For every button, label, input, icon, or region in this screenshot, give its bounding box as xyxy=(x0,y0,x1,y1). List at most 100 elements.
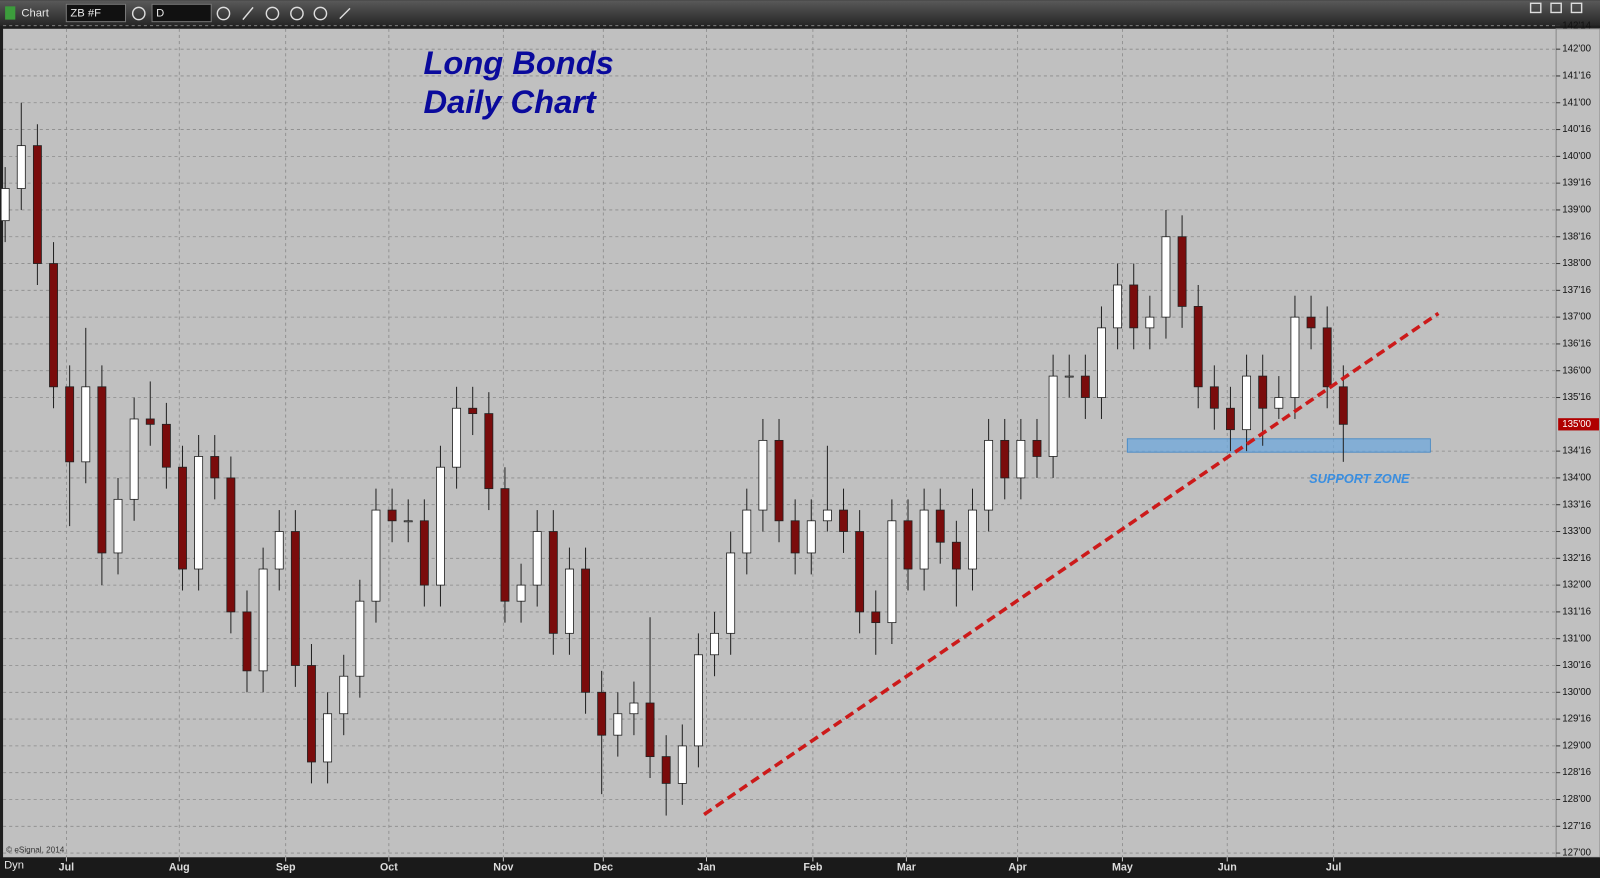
candle-body xyxy=(855,531,865,613)
last-price-box xyxy=(1558,418,1599,431)
candle-body xyxy=(387,509,397,522)
y-tick-label: 129'16 xyxy=(1562,714,1591,725)
candle-body xyxy=(468,407,478,415)
symbol[interactable]: ZB #F xyxy=(70,7,101,19)
x-tick-label: Dec xyxy=(593,861,613,873)
candle-body xyxy=(839,509,848,532)
tool-icon[interactable] xyxy=(313,6,328,21)
candle-body xyxy=(613,713,623,736)
candle-body xyxy=(564,568,574,634)
y-tick-label: 142'00 xyxy=(1562,44,1591,55)
tool-icon[interactable] xyxy=(265,6,280,21)
mode[interactable]: Dyn xyxy=(4,859,24,871)
chart-subtitle: Daily Chart xyxy=(423,83,596,120)
tool-icon[interactable] xyxy=(216,6,231,21)
chart-title: Long Bonds xyxy=(423,44,613,81)
candle-body xyxy=(97,386,107,554)
y-tick-label: 134'00 xyxy=(1562,472,1591,483)
candle-body xyxy=(984,439,994,511)
interval-box[interactable] xyxy=(151,3,212,23)
tool-icon[interactable] xyxy=(131,6,146,21)
candle-body xyxy=(1338,386,1348,425)
tool-icon[interactable] xyxy=(242,6,254,21)
x-tick-label: Feb xyxy=(803,861,822,873)
candle-body xyxy=(887,520,897,624)
y-tick-label: 140'00 xyxy=(1562,151,1591,162)
candle-body xyxy=(32,145,42,264)
y-tick-label: 137'00 xyxy=(1562,312,1591,323)
tool-icon[interactable] xyxy=(339,7,351,20)
y-tick-label: 138'16 xyxy=(1562,231,1591,242)
y-tick-label: 131'16 xyxy=(1562,606,1591,617)
toolbar xyxy=(0,0,1600,26)
candle-body xyxy=(1032,439,1042,457)
candle-body xyxy=(1322,327,1332,388)
candle-body xyxy=(758,439,768,511)
candle-body xyxy=(597,691,607,736)
candle-body xyxy=(452,407,462,468)
y-tick-label: 127'16 xyxy=(1562,821,1591,832)
tool-icon[interactable] xyxy=(290,6,304,21)
candle-body xyxy=(242,611,252,672)
candle-body xyxy=(532,531,542,586)
x-tick-label: Jul xyxy=(1326,861,1341,873)
candle-body xyxy=(710,632,719,656)
candle-body xyxy=(0,188,10,222)
candle-body xyxy=(178,466,187,570)
candle-body xyxy=(871,611,881,624)
candle-body xyxy=(1242,375,1252,431)
symbol-box[interactable] xyxy=(65,3,127,23)
candle-body xyxy=(258,568,268,672)
y-tick-label: 135'16 xyxy=(1562,392,1591,403)
candle-body xyxy=(806,520,816,554)
candle-body xyxy=(307,665,316,763)
candle-body xyxy=(274,531,284,570)
candle-body xyxy=(1290,316,1300,398)
candle-body xyxy=(129,418,139,500)
candle-body xyxy=(484,413,494,490)
x-tick-label: Oct xyxy=(380,861,398,873)
candle-body xyxy=(1193,306,1203,388)
window-button[interactable] xyxy=(1529,2,1542,14)
candle-body xyxy=(1097,327,1106,398)
trendline xyxy=(703,311,1440,816)
candle-body xyxy=(951,541,961,570)
candle-body xyxy=(290,531,300,666)
candle-body xyxy=(113,498,123,554)
y-tick-label: 128'16 xyxy=(1562,767,1591,778)
candle-body xyxy=(1080,375,1090,398)
candle-body xyxy=(339,675,349,715)
candle-body xyxy=(1177,236,1187,307)
time-axis xyxy=(0,857,1600,878)
candle-body xyxy=(226,477,236,613)
y-tick-label: 138'00 xyxy=(1562,258,1591,269)
y-tick-label: 133'16 xyxy=(1562,499,1591,510)
y-tick-label: 132'00 xyxy=(1562,580,1591,591)
candle-body xyxy=(935,509,945,543)
candle-body xyxy=(371,509,381,602)
x-tick-label: Jun xyxy=(1218,861,1237,873)
y-tick-label: 142'14 xyxy=(1562,20,1591,31)
candle-body xyxy=(81,386,91,463)
candle-body xyxy=(16,145,26,189)
candle-body xyxy=(355,600,365,677)
candle-body xyxy=(903,520,913,570)
window-button[interactable] xyxy=(1570,2,1583,14)
candle-body xyxy=(210,456,220,479)
candle-body xyxy=(1048,375,1058,457)
support-zone xyxy=(1126,438,1431,453)
window-button[interactable] xyxy=(1550,2,1562,14)
interval[interactable]: D xyxy=(156,7,164,19)
candle-body xyxy=(629,702,639,715)
candle-body xyxy=(1000,439,1010,479)
x-tick-label: Jan xyxy=(697,861,715,873)
candle-body xyxy=(323,713,333,763)
y-tick-label: 139'00 xyxy=(1562,205,1591,216)
candle-body xyxy=(790,520,800,554)
window-title: Chart xyxy=(21,7,49,19)
candle-body xyxy=(1274,397,1284,409)
y-tick-label: 129'00 xyxy=(1562,740,1591,751)
candle-body xyxy=(1226,407,1235,431)
